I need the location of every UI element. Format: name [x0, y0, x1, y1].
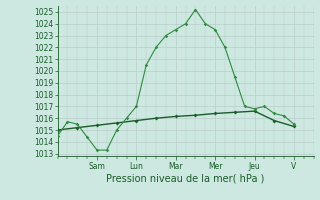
X-axis label: Pression niveau de la mer( hPa ): Pression niveau de la mer( hPa ) — [107, 173, 265, 183]
